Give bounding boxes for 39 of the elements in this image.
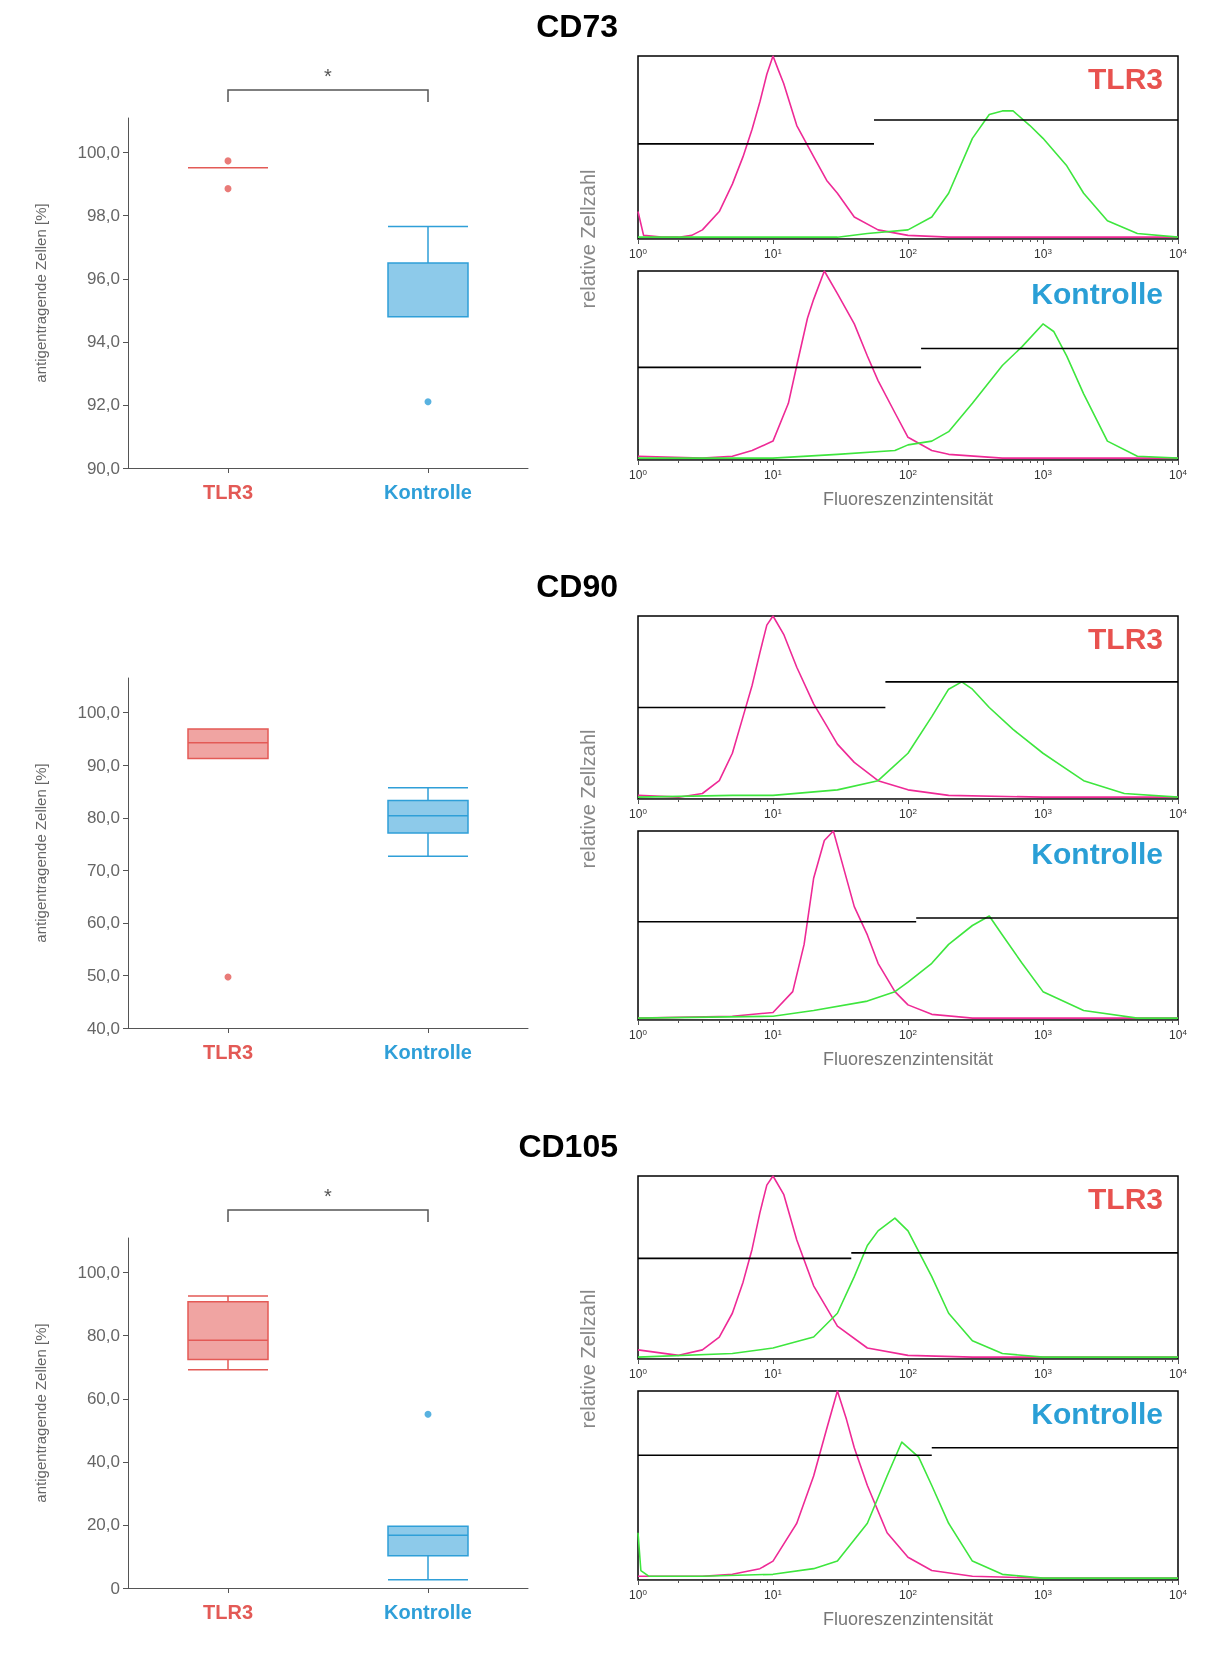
y-axis-title: relative Zellzahl [576,169,600,308]
y-tick-label: 94,0 [86,332,120,352]
text: * [324,65,333,87]
text: * [324,1185,333,1207]
y-tick-label: 70,0 [86,860,120,880]
x-axis-title: Fluoreszenzintensität [822,1049,994,1069]
chart-title: CD90 [535,568,618,606]
y-tick-label: 100,0 [77,143,120,163]
y-tick-label: 80,0 [86,808,120,828]
y-tick-label: 100,0 [77,1263,120,1283]
chart-title: Kontrolle [1031,1396,1164,1430]
chart-title: TLR3 [1088,61,1163,95]
chart-title: Kontrolle [1031,836,1164,870]
y-axis-title: antigentragende Zellen [%] [32,203,49,383]
chart-title: TLR3 [1088,1181,1163,1215]
chart-title: CD73 [535,8,618,46]
x-axis-title: Fluoreszenzintensität [822,489,994,509]
y-axis-title: relative Zellzahl [576,729,600,868]
y-tick-label: 96,0 [86,269,120,289]
y-axis-title: antigentragende Zellen [%] [32,763,49,943]
y-tick-label: 40,0 [86,1018,120,1038]
chart-title: CD105 [517,1128,618,1166]
y-axis-title: relative Zellzahl [576,1289,600,1428]
y-tick-label: 0 [110,1578,120,1598]
x-axis-title: Fluoreszenzintensität [822,1609,994,1629]
y-tick-label: 60,0 [86,1389,120,1409]
chart-title: TLR3 [1088,621,1163,655]
y-tick-label: 92,0 [86,395,120,415]
y-tick-label: 40,0 [86,1452,120,1472]
y-tick-label: 100,0 [77,703,120,723]
y-tick-label: 90,0 [86,755,120,775]
y-tick-label: 60,0 [86,913,120,933]
chart-title: Kontrolle [1031,276,1164,310]
y-tick-label: 20,0 [86,1515,120,1535]
y-axis-title: antigentragende Zellen [%] [32,1323,49,1503]
y-tick-label: 50,0 [86,965,120,985]
y-tick-label: 80,0 [86,1326,120,1346]
y-tick-label: 98,0 [86,206,120,226]
y-tick-label: 90,0 [86,458,120,478]
